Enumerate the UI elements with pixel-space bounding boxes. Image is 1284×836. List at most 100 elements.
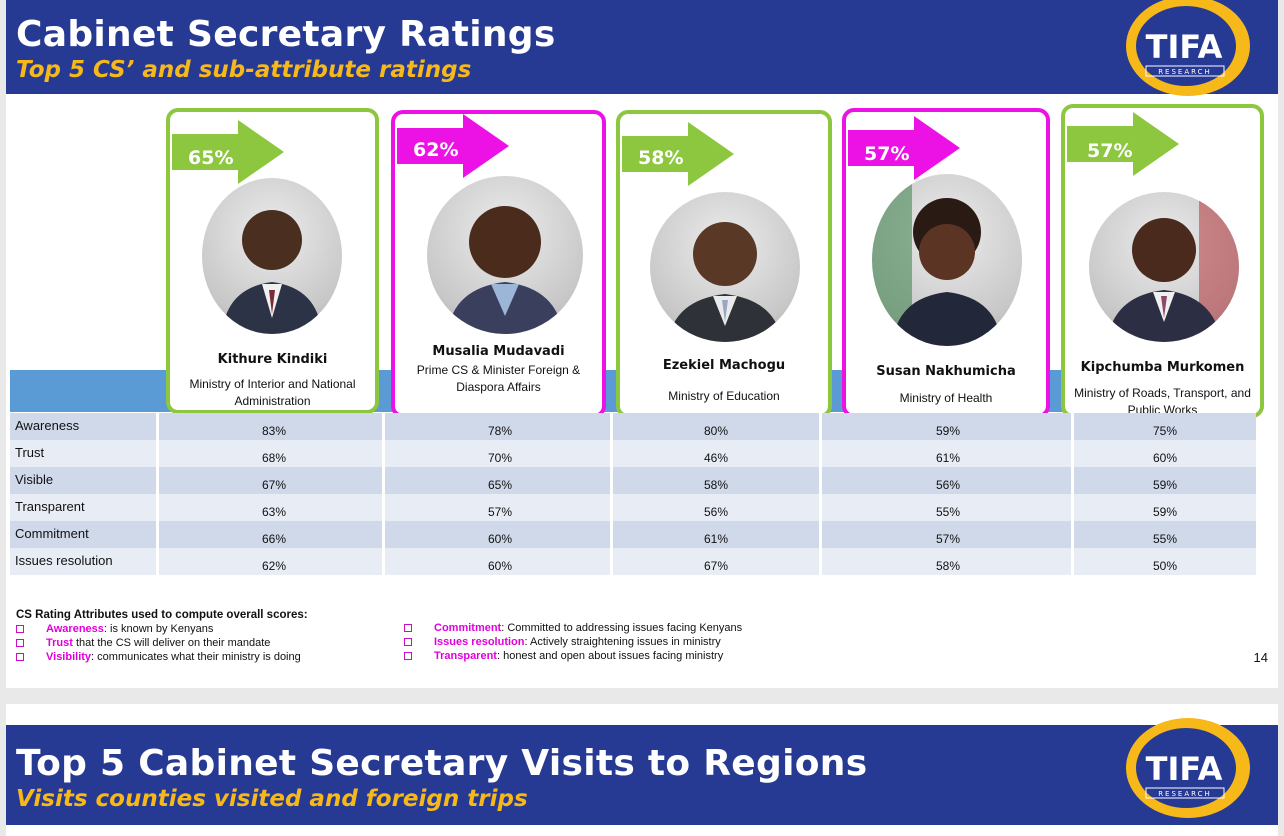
- score-arrow-icon: [622, 122, 734, 186]
- rating-value: 57%: [935, 532, 961, 546]
- table-row: Trust 68% 70% 46% 61% 60%: [10, 440, 1256, 467]
- rating-value: 62%: [261, 559, 287, 573]
- cs-score: 57%: [864, 143, 910, 165]
- attribute-label: Trust: [15, 445, 45, 460]
- svg-text:TIFA: TIFA: [1146, 28, 1223, 66]
- table-row: Issues resolution 62% 60% 67% 58% 50%: [10, 548, 1256, 575]
- score-arrow-icon: [397, 114, 509, 178]
- slide-subtitle: Visits counties visited and foreign trip…: [16, 786, 528, 812]
- cs-name: Kipchumba Murkomen: [1080, 360, 1245, 375]
- cs-score: 57%: [1087, 140, 1133, 162]
- table-row: Commitment 66% 60% 61% 57% 55%: [10, 521, 1256, 548]
- cs-card-nakhumicha: 57% Susan Nakhumicha Ministry of Health: [842, 108, 1050, 418]
- cs-name: Ezekiel Machogu: [662, 358, 786, 373]
- legend-right: Commitment: Committed to addressing issu…: [404, 621, 844, 663]
- table-row: Awareness 83% 78% 80% 59% 75%: [10, 413, 1256, 440]
- slide-header: Cabinet Secretary Ratings Top 5 CS’ and …: [6, 0, 1278, 94]
- legend-left: CS Rating Attributes used to compute ove…: [16, 608, 396, 664]
- checkbox-bullet-icon: [404, 652, 412, 660]
- rating-value: 59%: [1152, 505, 1178, 519]
- rating-value: 50%: [1152, 559, 1178, 573]
- cs-card-mudavadi: 62% Musalia Mudavadi Prime CS & Minister…: [391, 110, 606, 418]
- cs-score: 65%: [188, 147, 234, 169]
- cs-name: Kithure Kindiki: [217, 352, 328, 367]
- slide-subtitle: Top 5 CS’ and sub-attribute ratings: [16, 57, 472, 83]
- legend-item: Transparent: honest and open about issue…: [404, 649, 844, 663]
- rating-value: 58%: [703, 478, 729, 492]
- legend-item: Awareness: is known by Kenyans: [16, 622, 396, 636]
- tifa-logo: TIFA RESEARCH: [1122, 710, 1254, 822]
- rating-value: 55%: [935, 505, 961, 519]
- rating-value: 63%: [261, 505, 287, 519]
- rating-value: 46%: [703, 451, 729, 465]
- cs-ministry: Ministry of Education: [668, 389, 780, 403]
- rating-value: 56%: [935, 478, 961, 492]
- cs-ministry: Ministry of Health: [899, 391, 993, 405]
- rating-value: 70%: [487, 451, 513, 465]
- slide-cabinet-ratings: Cabinet Secretary Ratings Top 5 CS’ and …: [6, 0, 1278, 688]
- cs-ministry: Prime CS & Minister Foreign & Diaspora A…: [416, 363, 581, 394]
- rating-value: 60%: [487, 559, 513, 573]
- rating-value: 75%: [1152, 424, 1178, 438]
- rating-value: 78%: [487, 424, 513, 438]
- cs-photo: [872, 174, 1022, 346]
- checkbox-bullet-icon: [16, 625, 24, 633]
- tifa-logo: TIFA RESEARCH: [1122, 0, 1254, 100]
- legend-item: Issues resolution: Actively straightenin…: [404, 635, 844, 649]
- rating-value: 59%: [935, 424, 961, 438]
- svg-text:TIFA: TIFA: [1146, 750, 1223, 788]
- attribute-label: Issues resolution: [15, 553, 113, 568]
- score-arrow-icon: [848, 116, 960, 180]
- rating-value: 56%: [703, 505, 729, 519]
- page-number: 14: [1253, 650, 1268, 665]
- cs-photo: [650, 192, 800, 342]
- rating-value: 60%: [487, 532, 513, 546]
- legend-title: CS Rating Attributes used to compute ove…: [16, 609, 308, 621]
- legend-item: Commitment: Committed to addressing issu…: [404, 621, 844, 635]
- legend-item: Trust that the CS will deliver on their …: [16, 636, 396, 650]
- checkbox-bullet-icon: [404, 624, 412, 632]
- rating-value: 61%: [935, 451, 961, 465]
- score-arrow-icon: [1067, 112, 1179, 176]
- rating-value: 68%: [261, 451, 287, 465]
- attribute-label: Visible: [15, 472, 54, 487]
- checkbox-bullet-icon: [16, 653, 24, 661]
- svg-text:RESEARCH: RESEARCH: [1158, 790, 1212, 798]
- slide-header: Top 5 Cabinet Secretary Visits to Region…: [6, 725, 1278, 825]
- rating-value: 65%: [487, 478, 513, 492]
- rating-value: 60%: [1152, 451, 1178, 465]
- cs-score: 58%: [638, 147, 684, 169]
- checkbox-bullet-icon: [404, 638, 412, 646]
- cs-card-machogu: 58% Ezekiel Machogu Ministry of Educatio…: [616, 110, 832, 418]
- slide-cs-visits: Top 5 Cabinet Secretary Visits to Region…: [6, 704, 1278, 836]
- rating-value: 59%: [1152, 478, 1178, 492]
- rating-value: 80%: [703, 424, 729, 438]
- svg-text:RESEARCH: RESEARCH: [1158, 68, 1212, 76]
- rating-value: 67%: [703, 559, 729, 573]
- cs-name: Susan Nakhumicha: [876, 364, 1016, 379]
- cs-card-kindiki: 65% Kithure Kindiki Ministry of Interior…: [166, 108, 379, 414]
- cs-ministry: Ministry of Interior and National Admini…: [189, 377, 356, 408]
- rating-value: 58%: [935, 559, 961, 573]
- cs-name: Musalia Mudavadi: [432, 344, 565, 359]
- rating-value: 83%: [261, 424, 287, 438]
- cs-photo: [427, 176, 583, 334]
- attribute-label: Commitment: [15, 526, 89, 541]
- table-row: Visible 67% 65% 58% 56% 59%: [10, 467, 1256, 494]
- slide-title: Top 5 Cabinet Secretary Visits to Region…: [16, 743, 868, 784]
- score-arrow-icon: [172, 120, 284, 184]
- rating-value: 61%: [703, 532, 729, 546]
- rating-value: 67%: [261, 478, 287, 492]
- cs-photo: [1089, 192, 1239, 342]
- legend-item: Visibility: communicates what their mini…: [16, 650, 396, 664]
- checkbox-bullet-icon: [16, 639, 24, 647]
- slide-title: Cabinet Secretary Ratings: [16, 14, 556, 55]
- attribute-label: Awareness: [15, 418, 80, 433]
- rating-value: 57%: [487, 505, 513, 519]
- table-row: Transparent 63% 57% 56% 55% 59%: [10, 494, 1256, 521]
- cs-photo: [202, 178, 342, 334]
- cs-card-murkomen: 57% Kipchumba Murkomen Ministry of Roads…: [1061, 104, 1264, 418]
- cs-score: 62%: [413, 139, 459, 161]
- rating-value: 66%: [261, 532, 287, 546]
- rating-value: 55%: [1152, 532, 1178, 546]
